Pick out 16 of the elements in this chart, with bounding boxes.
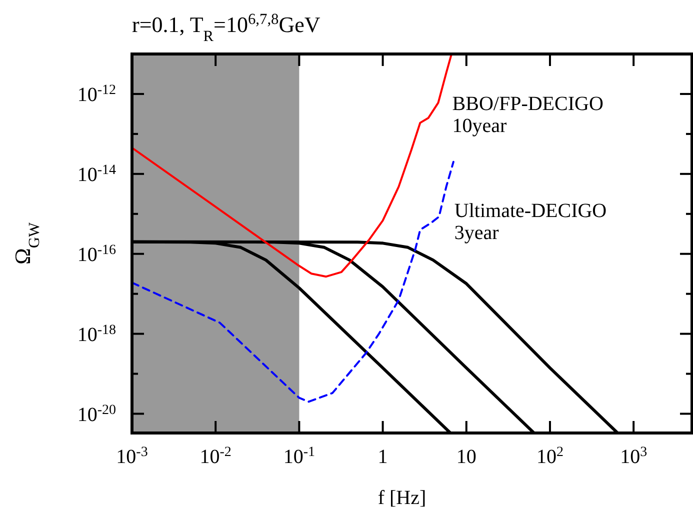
y-tick-label: 10$^{-12}$	[77, 82, 116, 106]
x-axis-title: f [Hz]	[378, 487, 426, 509]
y-tick-label: 10$^{-18}$	[77, 322, 116, 346]
y-tick-label: 10$^{-14}$	[77, 162, 116, 186]
x-tick-label: 10$^{-1}$	[283, 444, 316, 468]
x-tick-label: 10	[456, 446, 476, 468]
series-label: BBO/FP-DECIGO 10year	[452, 92, 604, 137]
x-tick-label: 10$^{-2}$	[200, 444, 232, 468]
x-tick-label: 10$^{3}$	[620, 444, 648, 468]
x-tick-label: 10$^{2}$	[536, 444, 564, 468]
x-tick-label: 1	[378, 446, 388, 468]
series-label: Ultimate-DECIGO 3year	[454, 200, 607, 244]
x-tick-label: 10$^{-3}$	[116, 444, 148, 468]
chart-title: r=0.1, T$_{R}$=10$^{6,7,8}$GeV	[132, 10, 320, 44]
y-tick-label: 10$^{-20}$	[77, 402, 116, 426]
y-tick-label: 10$^{-16}$	[77, 242, 116, 266]
